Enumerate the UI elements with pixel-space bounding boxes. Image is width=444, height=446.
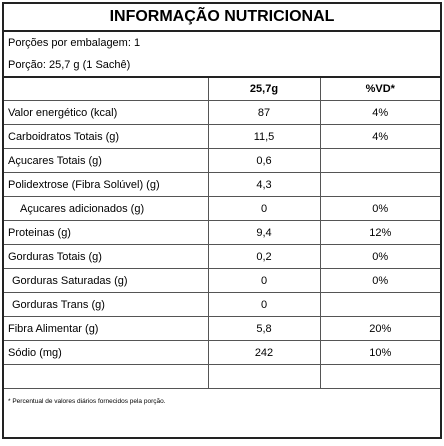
nutrient-value: 0,2 xyxy=(207,244,321,269)
nutrient-row: Proteinas (g) 9,4 12% xyxy=(4,220,440,245)
nutrient-label: Proteinas (g) xyxy=(4,220,209,245)
nutrient-vd xyxy=(319,148,440,173)
servings: Porções por embalagem: 1 xyxy=(8,37,141,49)
cell xyxy=(4,76,209,101)
nutrient-label: Gorduras Totais (g) xyxy=(4,244,209,269)
nutrient-label: Gorduras Saturadas (g) xyxy=(4,268,209,293)
nutrient-value: 5,8 xyxy=(207,316,321,341)
nutrient-value: 242 xyxy=(207,340,321,365)
column-header: %VD* xyxy=(319,76,440,101)
column-header: 25,7g xyxy=(207,76,321,101)
nutrition-table: INFORMAÇÃO NUTRICIONAL Porções por embal… xyxy=(4,4,440,413)
nutrient-value: 0,6 xyxy=(207,148,321,173)
nutrient-value: 9,4 xyxy=(207,220,321,245)
nutrient-vd xyxy=(319,172,440,197)
nutrient-vd: 0% xyxy=(319,196,440,221)
nutrient-label: Carboidratos Totais (g) xyxy=(4,124,209,149)
nutrient-vd: 20% xyxy=(319,316,440,341)
nutrient-vd: 4% xyxy=(319,124,440,149)
nutrient-vd xyxy=(319,292,440,317)
nutrient-value: 0 xyxy=(207,292,321,317)
nutrient-label: Gorduras Trans (g) xyxy=(4,292,209,317)
cell xyxy=(4,364,209,389)
title: INFORMAÇÃO NUTRICIONAL xyxy=(4,4,440,32)
nutrient-value: 0 xyxy=(207,268,321,293)
nutrient-row: Açucares adicionados (g) 0 0% xyxy=(4,196,440,221)
nutrient-row: Carboidratos Totais (g) 11,5 4% xyxy=(4,124,440,149)
nutrient-label: Polidextrose (Fibra Solúvel) (g) xyxy=(4,172,209,197)
nutrient-row: Gorduras Saturadas (g) 0 0% xyxy=(4,268,440,293)
nutrient-row: Fibra Alimentar (g) 5,8 20% xyxy=(4,316,440,341)
nutrient-vd: 12% xyxy=(319,220,440,245)
nutrient-vd: 0% xyxy=(319,268,440,293)
nutrient-row: Gorduras Trans (g) 0 xyxy=(4,292,440,317)
nutrient-vd: 4% xyxy=(319,100,440,125)
nutrient-row: Açucares Totais (g) 0,6 xyxy=(4,148,440,173)
nutrient-value: 0 xyxy=(207,196,321,221)
nutrient-label: Sódio (mg) xyxy=(4,340,209,365)
nutrient-vd: 10% xyxy=(319,340,440,365)
nutrient-row: Gorduras Totais (g) 0,2 0% xyxy=(4,244,440,269)
nutrient-vd: 0% xyxy=(319,244,440,269)
footnote: * Percentual de valores diários fornecid… xyxy=(4,388,440,413)
nutrient-label: Açucares Totais (g) xyxy=(4,148,209,173)
nutrient-value: 4,3 xyxy=(207,172,321,197)
cell xyxy=(207,364,321,389)
nutrient-row: Valor energético (kcal) 87 4% xyxy=(4,100,440,125)
nutrient-label: Fibra Alimentar (g) xyxy=(4,316,209,341)
nutrient-row: Polidextrose (Fibra Solúvel) (g) 4,3 xyxy=(4,172,440,197)
nutrient-label: Valor energético (kcal) xyxy=(4,100,209,125)
cell xyxy=(319,364,440,389)
nutrient-row: Sódio (mg) 242 10% xyxy=(4,340,440,365)
nutrient-label: Açucares adicionados (g) xyxy=(4,196,209,221)
nutrient-value: 11,5 xyxy=(207,124,321,149)
nutrient-value: 87 xyxy=(207,100,321,125)
nutrition-panel: INFORMAÇÃO NUTRICIONAL Porções por embal… xyxy=(2,2,442,439)
serving: Porção: 25,7 g (1 Sachê) xyxy=(4,54,440,78)
